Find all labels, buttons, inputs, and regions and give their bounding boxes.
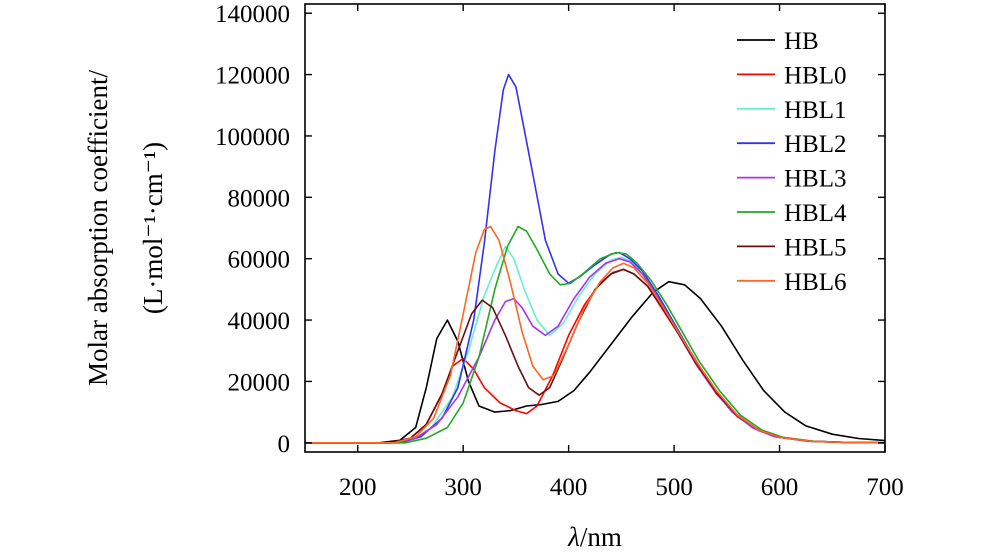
series-layer — [305, 73, 886, 444]
legend-label-hb: HB — [784, 28, 819, 55]
x-tick-label-400: 400 — [550, 474, 588, 501]
legend-label-hbl5: HBL5 — [784, 234, 847, 261]
x-tick-label-700: 700 — [866, 474, 904, 501]
legend-label-hbl3: HBL3 — [784, 166, 847, 193]
tick-layer — [305, 4, 886, 452]
y-tick-label-100000: 100000 — [215, 124, 290, 151]
legend-label-hbl0: HBL0 — [784, 62, 847, 89]
x-axis-title-unit: /nm — [580, 522, 622, 552]
legend-label-hbl6: HBL6 — [784, 269, 847, 296]
legend-label-hbl2: HBL2 — [784, 131, 847, 158]
plot-frame — [304, 3, 886, 453]
x-tick-label-300: 300 — [444, 474, 482, 501]
legend-label-hbl4: HBL4 — [784, 200, 847, 227]
y-tick-label-140000: 140000 — [215, 1, 290, 28]
y-axis-title: Molar absorption coefficient/ — [83, 70, 113, 386]
legend: HB HBL0 HBL1 HBL2 HBL3 HBL4 HBL5 HBL6 — [737, 28, 847, 296]
y-axis-title-line2: (L·mol⁻¹·cm⁻¹) — [138, 142, 168, 314]
y-tick-label-20000: 20000 — [228, 369, 291, 396]
x-tick-label-500: 500 — [655, 474, 693, 501]
y-axis-title-line1: Molar absorption coefficient/ — [83, 70, 113, 386]
y-tick-label-120000: 120000 — [215, 63, 290, 90]
tick-label-layer: 200 300 400 500 600 700 0 20000 40000 60000 80000 1… — [215, 1, 904, 501]
legend-label-hbl1: HBL1 — [784, 97, 847, 124]
y-axis-units: (L·mol⁻¹·cm⁻¹) — [138, 142, 168, 314]
series-line-hbl4 — [305, 225, 886, 444]
y-tick-label-0: 0 — [278, 431, 291, 458]
x-tick-label-600: 600 — [761, 474, 799, 501]
series-line-hbl6 — [305, 225, 886, 444]
series-line-hb — [305, 280, 886, 444]
x-axis-title-symbol: λ — [567, 522, 580, 552]
y-tick-label-80000: 80000 — [228, 185, 291, 212]
y-tick-label-40000: 40000 — [228, 308, 291, 335]
x-tick-label-200: 200 — [339, 474, 377, 501]
y-tick-label-60000: 60000 — [228, 247, 291, 274]
x-axis-title: λ/nm — [567, 522, 622, 552]
